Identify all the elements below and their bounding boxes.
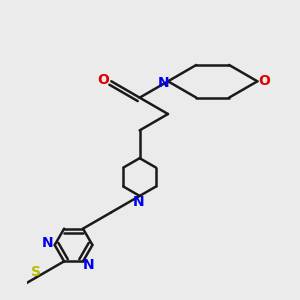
Text: N: N: [83, 258, 95, 272]
Text: N: N: [133, 195, 145, 209]
Text: S: S: [31, 265, 41, 279]
Text: O: O: [97, 73, 109, 87]
Text: N: N: [157, 76, 169, 90]
Text: O: O: [259, 74, 271, 88]
Text: N: N: [42, 236, 53, 250]
